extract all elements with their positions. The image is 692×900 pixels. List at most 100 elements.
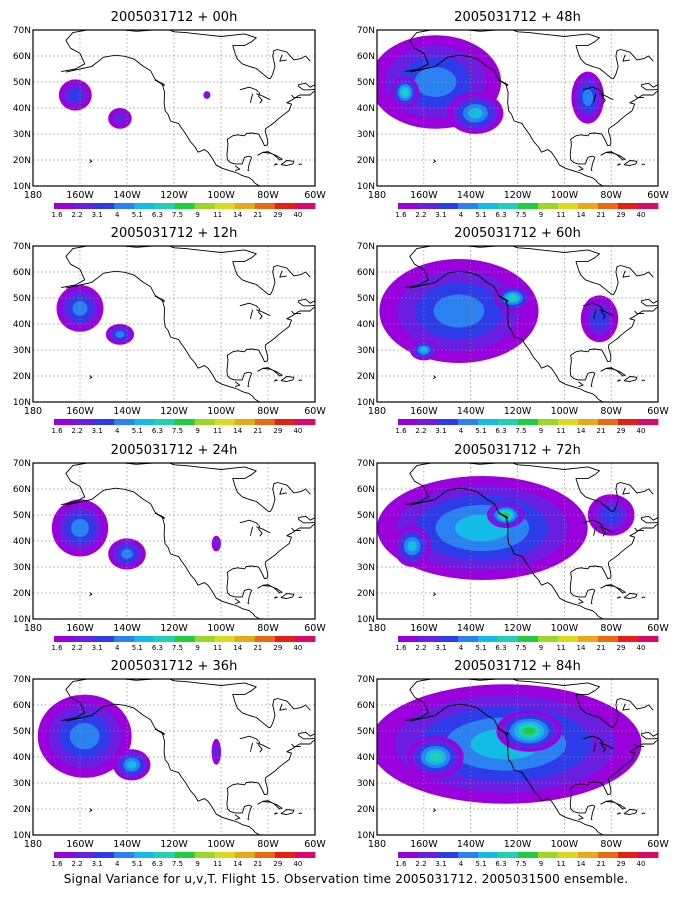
coastline <box>291 527 301 532</box>
lon-tick-label: 120W <box>504 623 532 634</box>
lat-tick-label: 70N <box>357 26 375 36</box>
colorbar-swatch <box>94 636 115 642</box>
lat-tick-label: 10N <box>357 615 375 625</box>
colorbar-label: 14 <box>233 860 242 868</box>
colorbar-label: 21 <box>253 211 262 219</box>
colorbar-label: 9 <box>195 211 199 219</box>
coastline <box>291 743 301 748</box>
lat-tick-label: 50N <box>13 727 31 737</box>
lat-tick-label: 60N <box>357 701 375 711</box>
coastline <box>641 731 658 740</box>
lon-tick-label: 140W <box>457 623 485 634</box>
coastline <box>154 295 165 303</box>
variance-contour <box>121 549 133 559</box>
variance-contour <box>72 300 88 316</box>
colorbar-swatch <box>114 852 135 858</box>
colorbar-swatch <box>194 636 216 642</box>
colorbar-swatch <box>134 636 155 642</box>
coastline <box>65 54 256 184</box>
coastline <box>65 487 256 617</box>
lat-tick-label: 20N <box>357 372 375 382</box>
lat-tick-label: 50N <box>357 727 375 737</box>
coastline <box>89 808 93 812</box>
coastline <box>616 163 621 166</box>
lat-tick-label: 70N <box>357 242 375 252</box>
coastline <box>409 54 599 184</box>
coastline <box>405 30 513 73</box>
coastline <box>273 812 278 815</box>
colorbar-swatch <box>578 203 599 209</box>
coastline <box>256 526 271 533</box>
colorbar-label: 11 <box>557 427 566 435</box>
map-frame <box>376 462 659 620</box>
colorbar-label: 7.5 <box>172 211 183 219</box>
colorbar-swatch <box>538 636 559 642</box>
coastline <box>226 144 253 172</box>
coastline <box>599 309 614 316</box>
coastline <box>578 381 584 388</box>
coastline <box>273 163 278 166</box>
coastline <box>570 523 658 580</box>
coastline <box>582 735 603 742</box>
colorbar-label: 7.5 <box>515 211 526 219</box>
coastline <box>641 515 658 524</box>
colorbar-swatch <box>294 419 316 425</box>
lon-tick-label: 160W <box>410 406 438 417</box>
colorbar-swatch <box>54 636 75 642</box>
colorbar-swatch <box>458 419 479 425</box>
coastline <box>249 93 254 103</box>
coastline <box>226 90 315 147</box>
map-panel: 2005031712 + 36h 70N 60N 50N 40N 30N 20N 10N180… <box>13 659 327 868</box>
map-panel: 2005031712 + 72h 70N 60N 50N 40N 30N 20N 10N180… <box>357 443 670 652</box>
coastline <box>239 735 259 742</box>
lon-tick-label: 140W <box>113 623 141 634</box>
colorbar-swatch <box>438 203 459 209</box>
colorbar-swatch <box>478 636 499 642</box>
colorbar-swatch <box>74 419 95 425</box>
coastline <box>257 151 283 161</box>
coastline <box>280 593 295 599</box>
lon-tick-label: 180 <box>24 406 42 417</box>
colorbar-label: 40 <box>293 427 302 435</box>
coastline <box>582 519 603 526</box>
lat-tick-label: 40N <box>13 753 31 763</box>
coastline <box>593 309 597 319</box>
map-panel: 2005031712 + 12h 70N 60N 50N 40N 30N 20N 10N180… <box>13 226 327 435</box>
colorbar-label: 1.6 <box>395 644 407 652</box>
lat-tick-label: 20N <box>13 805 31 815</box>
colorbar-label: 21 <box>253 860 262 868</box>
coastline <box>623 809 638 815</box>
colorbar-swatch <box>638 852 659 858</box>
coastline <box>622 270 630 278</box>
map-frame <box>32 245 316 403</box>
lat-tick-label: 30N <box>357 130 375 140</box>
lat-tick-label: 40N <box>13 320 31 330</box>
colorbar-label: 2.2 <box>415 860 426 868</box>
coastline <box>234 482 311 513</box>
colorbar-label: 21 <box>597 211 606 219</box>
lat-tick-label: 40N <box>13 537 31 547</box>
colorbar-swatch <box>194 203 216 209</box>
coastline <box>432 159 436 163</box>
coastline <box>622 54 630 62</box>
coastline <box>239 519 259 526</box>
colorbar-swatch <box>114 419 135 425</box>
colorbar-swatch <box>558 636 579 642</box>
colorbar-label: 4 <box>459 860 464 868</box>
coastline <box>291 310 301 315</box>
colorbar-label: 7.5 <box>515 860 526 868</box>
colorbar-swatch <box>214 636 236 642</box>
variance-contour <box>402 88 409 96</box>
lon-tick-label: 120W <box>504 839 532 850</box>
colorbar-swatch <box>234 203 256 209</box>
coastline <box>569 577 596 605</box>
colorbar-label: 5.1 <box>132 427 143 435</box>
colorbar-swatch <box>518 203 539 209</box>
colorbar-swatch <box>134 419 155 425</box>
coastline <box>634 743 644 748</box>
coastline <box>280 809 295 815</box>
colorbar-swatch <box>538 852 559 858</box>
coastline <box>512 246 600 270</box>
colorbar-swatch <box>234 419 256 425</box>
coastline <box>169 679 257 703</box>
